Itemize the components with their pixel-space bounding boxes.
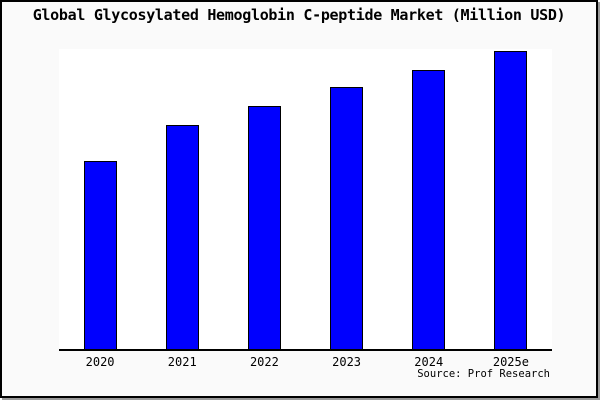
bar-2021: [165, 124, 199, 349]
source-text: Source: Prof Research: [417, 368, 550, 380]
x-tick-label-2021: 2021: [167, 355, 197, 369]
x-tick-label-2020: 2020: [85, 355, 115, 369]
chart-title: Global Glycosylated Hemoglobin C-peptide…: [32, 6, 566, 24]
x-tick-label-2022: 2022: [249, 355, 279, 369]
bar-2025e: [494, 51, 528, 349]
bar-2023: [330, 87, 364, 349]
bar-2024: [412, 69, 446, 349]
x-tick-label-2024: 2024: [414, 355, 444, 369]
x-tick-label-2023: 2023: [332, 355, 362, 369]
plot-area: [59, 49, 552, 351]
x-tick-label-2025e: 2025e: [492, 355, 529, 369]
bar-2020: [83, 161, 117, 349]
bar-2022: [247, 105, 281, 349]
